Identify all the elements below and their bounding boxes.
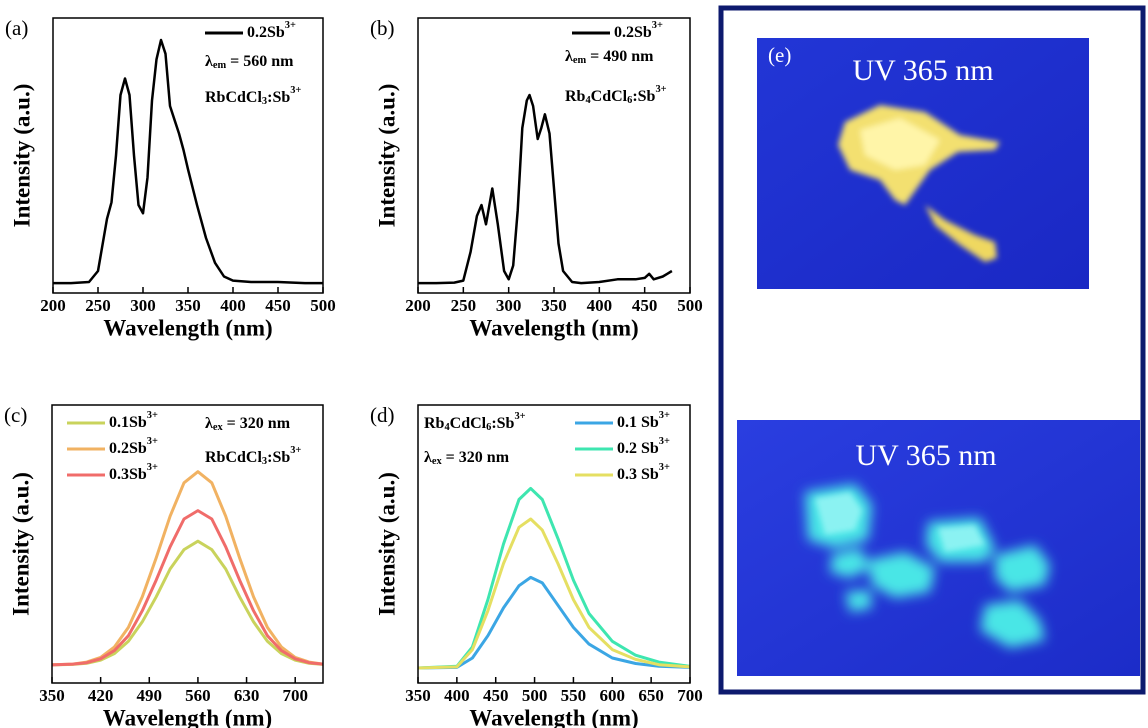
x-tick-label: 490 (137, 686, 163, 705)
line-series (53, 40, 323, 283)
annotation: λem = 560 nm (205, 53, 294, 72)
x-tick-label: 250 (451, 296, 477, 315)
x-tick-label: 350 (405, 686, 431, 705)
line-series (418, 488, 690, 668)
y-axis-title: Intensity (a.u.) (8, 472, 33, 616)
photo-panel-label: (e) (768, 43, 791, 67)
line-series (52, 511, 323, 665)
x-tick-label: 300 (130, 296, 156, 315)
line-series (52, 472, 323, 665)
x-tick-label: 560 (185, 686, 211, 705)
annotation: λex = 320 nm (424, 449, 510, 468)
x-tick-label: 450 (483, 686, 509, 705)
panel-label: (a) (5, 16, 28, 40)
x-tick-label: 450 (632, 296, 658, 315)
x-tick-label: 650 (638, 686, 664, 705)
legend-label: 0.1Sb3+ (109, 410, 158, 430)
panel-label: (b) (370, 16, 395, 40)
x-tick-label: 200 (40, 296, 66, 315)
x-tick-label: 350 (175, 296, 201, 315)
x-axis-title: Wavelength (nm) (103, 315, 272, 340)
x-tick-label: 500 (310, 296, 336, 315)
y-axis-title: Intensity (a.u.) (374, 84, 399, 228)
x-tick-label: 250 (85, 296, 111, 315)
x-tick-label: 700 (282, 686, 308, 705)
x-tick-label: 600 (600, 686, 626, 705)
legend-label: 0.1 Sb3+ (617, 410, 670, 430)
panel-label: (c) (4, 403, 27, 427)
legend-label: 0.2 Sb3+ (617, 436, 670, 456)
line-series (418, 95, 672, 283)
legend-label: 0.2Sb3+ (247, 20, 296, 40)
x-tick-label: 630 (234, 686, 260, 705)
x-tick-label: 200 (405, 296, 431, 315)
legend-label: 0.2Sb3+ (109, 436, 158, 456)
line-series (418, 519, 690, 668)
x-tick-label: 400 (587, 296, 613, 315)
x-axis-title: Wavelength (nm) (469, 315, 638, 340)
x-tick-label: 350 (39, 686, 65, 705)
annotation: λex = 320 nm (205, 415, 291, 434)
annotation: Rb4CdCl6:Sb3+ (565, 84, 667, 106)
figure: (e) UV 365 nm UV 365 nm 200 250 300 350 400 4… (0, 0, 1148, 728)
x-tick-label: 300 (496, 296, 522, 315)
legend-label: 0.2Sb3+ (614, 20, 663, 40)
legend-label: 0.3 Sb3+ (617, 462, 670, 482)
x-tick-label: 500 (677, 296, 703, 315)
line-series (418, 577, 690, 668)
x-tick-label: 420 (88, 686, 114, 705)
y-axis-title: Intensity (a.u.) (374, 472, 399, 616)
photo-caption: UV 365 nm (855, 439, 996, 472)
annotation: λem = 490 nm (565, 48, 654, 67)
x-tick-label: 450 (265, 296, 291, 315)
x-axis-title: Wavelength (nm) (469, 705, 638, 728)
annotation: RbCdCl3:Sb3+ (205, 445, 301, 467)
x-tick-label: 550 (561, 686, 587, 705)
plot-frame (52, 405, 323, 683)
y-axis-title: Intensity (a.u.) (9, 84, 34, 228)
x-tick-label: 400 (444, 686, 470, 705)
photo-caption: UV 365 nm (852, 54, 993, 87)
annotation: RbCdCl3:Sb3+ (205, 85, 301, 107)
x-tick-label: 500 (522, 686, 548, 705)
legend-label: 0.3Sb3+ (109, 462, 158, 482)
panel-label: (d) (370, 403, 395, 427)
x-tick-label: 700 (677, 686, 703, 705)
x-tick-label: 400 (220, 296, 246, 315)
annotation: Rb4CdCl6:Sb3+ (424, 411, 526, 433)
x-axis-title: Wavelength (nm) (103, 705, 272, 728)
x-tick-label: 350 (541, 296, 567, 315)
